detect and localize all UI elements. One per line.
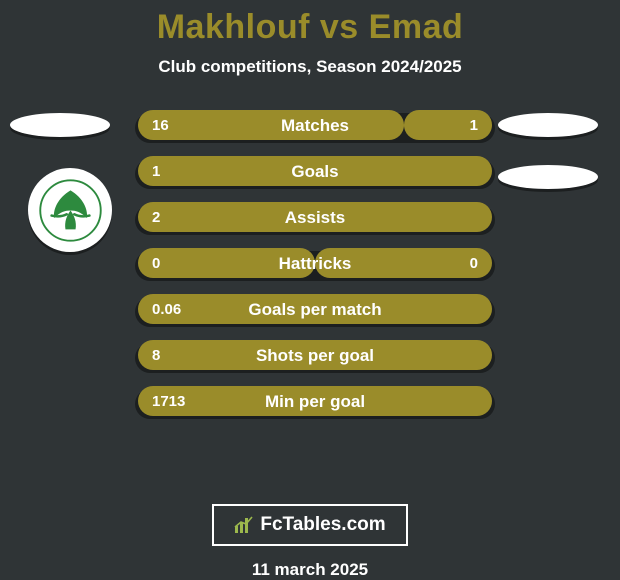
bar-left: 8 (138, 340, 492, 370)
bar-left-value: 1 (152, 163, 160, 180)
infographic-date: 11 march 2025 (252, 560, 368, 580)
team-right-ellipse-2 (498, 165, 598, 189)
bar-left-value: 1713 (152, 393, 185, 410)
page-title: Makhlouf vs Emad (157, 8, 464, 47)
bar-left: 0.06 (138, 294, 492, 324)
bar-left-value: 8 (152, 347, 160, 364)
subtitle: Club competitions, Season 2024/2025 (158, 57, 461, 77)
bar-left-value: 16 (152, 117, 169, 134)
bar-left: 0 (138, 248, 315, 278)
bar-left: 1 (138, 156, 492, 186)
team-left-ellipse (10, 113, 110, 137)
team-right-ellipse (498, 113, 598, 137)
footer-chart-icon (234, 516, 254, 534)
title-player-left: Makhlouf (157, 8, 310, 46)
bar-left-value: 0 (152, 255, 160, 272)
club-logo-left (28, 168, 112, 252)
bar-right: 0 (315, 248, 492, 278)
bar-left: 1713 (138, 386, 492, 416)
footer-branding: FcTables.com (212, 504, 407, 546)
footer-brand-text: FcTables.com (260, 514, 385, 536)
bar-right: 1 (404, 110, 492, 140)
bar-right-value: 1 (470, 117, 478, 134)
comparison-infographic: Makhlouf vs Emad Club competitions, Seas… (0, 0, 620, 580)
title-player-right: Emad (369, 8, 464, 46)
eagle-crest-icon (39, 179, 102, 242)
bar-left: 2 (138, 202, 492, 232)
bar-left-value: 0.06 (152, 301, 181, 318)
bar-right-value: 0 (470, 255, 478, 272)
bar-left: 16 (138, 110, 404, 140)
chart-area: 161Matches1Goals2Assists00Hattricks0.06G… (0, 95, 620, 498)
bar-left-value: 2 (152, 209, 160, 226)
title-vs: vs (320, 8, 359, 46)
